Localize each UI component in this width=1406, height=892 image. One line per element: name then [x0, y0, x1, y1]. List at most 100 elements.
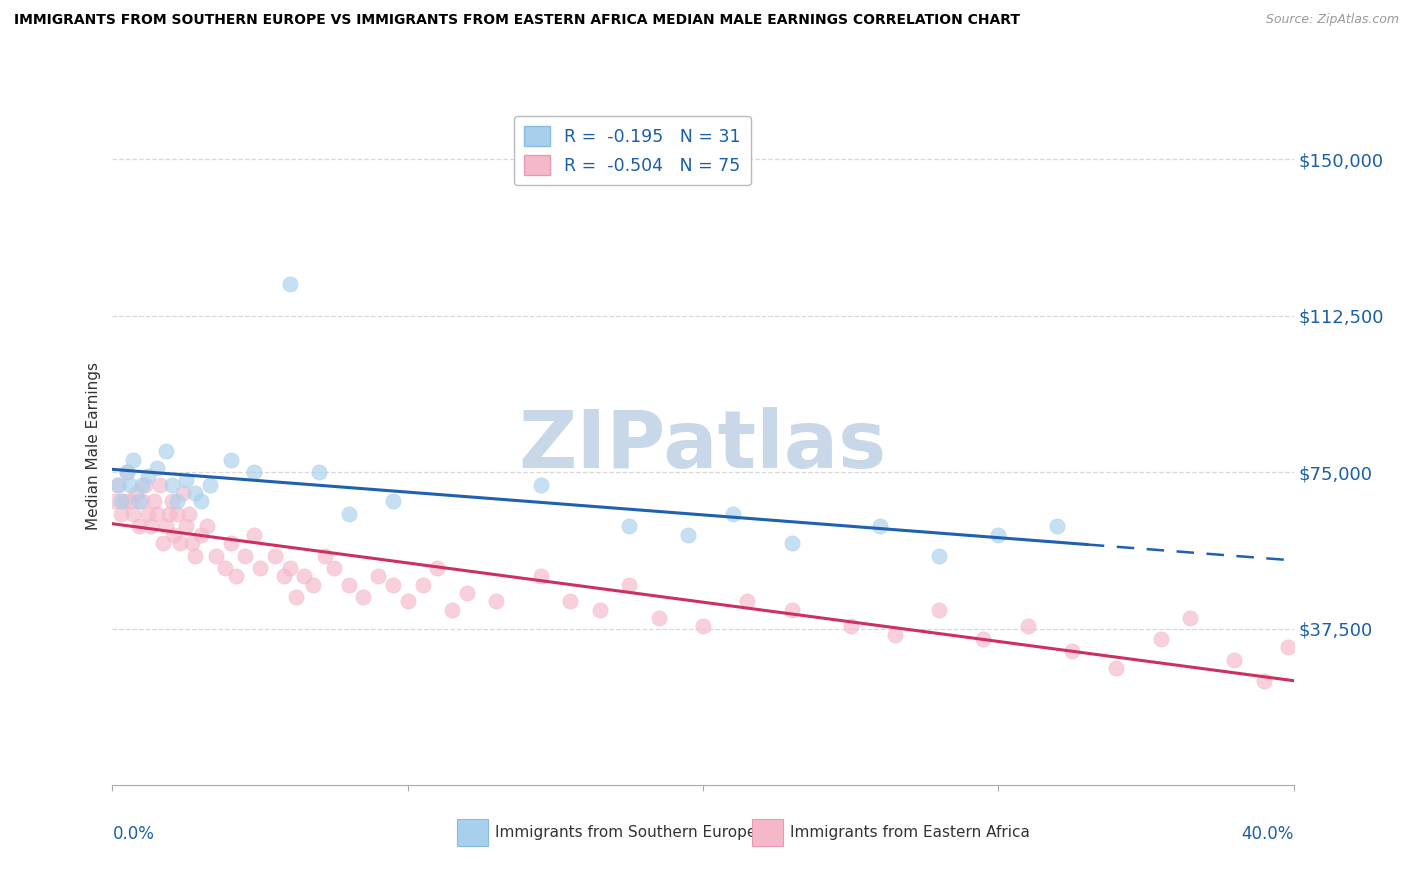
- Point: [184, 549, 207, 563]
- Point: [160, 494, 183, 508]
- Point: [104, 494, 127, 508]
- Point: [529, 569, 551, 583]
- Point: [273, 569, 295, 583]
- Point: [125, 486, 148, 500]
- Point: [110, 507, 132, 521]
- Point: [588, 603, 610, 617]
- Point: [120, 477, 142, 491]
- Point: [157, 507, 180, 521]
- Point: [174, 519, 197, 533]
- Point: [1253, 673, 1275, 688]
- Point: [219, 452, 242, 467]
- Point: [190, 494, 212, 508]
- Point: [352, 591, 374, 605]
- Point: [128, 494, 150, 508]
- Point: [190, 527, 212, 541]
- Point: [107, 477, 129, 491]
- Point: [1178, 611, 1201, 625]
- Point: [142, 494, 165, 508]
- Point: [987, 527, 1010, 541]
- Text: Immigrants from Eastern Africa: Immigrants from Eastern Africa: [790, 825, 1031, 839]
- Text: IMMIGRANTS FROM SOUTHERN EUROPE VS IMMIGRANTS FROM EASTERN AFRICA MEDIAN MALE EA: IMMIGRANTS FROM SOUTHERN EUROPE VS IMMIG…: [14, 13, 1021, 28]
- Point: [184, 486, 207, 500]
- Point: [131, 494, 153, 508]
- Point: [122, 452, 145, 467]
- Point: [128, 519, 150, 533]
- Point: [382, 578, 405, 592]
- Point: [928, 549, 950, 563]
- Point: [1046, 519, 1069, 533]
- Point: [780, 603, 803, 617]
- Point: [149, 477, 172, 491]
- Point: [112, 494, 135, 508]
- Point: [225, 569, 247, 583]
- Point: [284, 591, 307, 605]
- Point: [619, 519, 641, 533]
- Point: [139, 519, 162, 533]
- Point: [195, 519, 218, 533]
- Point: [337, 507, 360, 521]
- Point: [314, 549, 336, 563]
- Point: [411, 578, 433, 592]
- Point: [122, 507, 145, 521]
- Point: [1105, 661, 1128, 675]
- Point: [155, 444, 177, 458]
- Text: Source: ZipAtlas.com: Source: ZipAtlas.com: [1265, 13, 1399, 27]
- Point: [278, 561, 301, 575]
- Point: [647, 611, 671, 625]
- Point: [243, 527, 266, 541]
- Point: [146, 507, 169, 521]
- Point: [107, 477, 129, 491]
- Point: [558, 594, 582, 608]
- Point: [396, 594, 419, 608]
- Point: [205, 549, 228, 563]
- Text: ZIPatlas: ZIPatlas: [519, 407, 887, 485]
- Point: [219, 536, 242, 550]
- Point: [928, 603, 950, 617]
- Point: [155, 519, 177, 533]
- Point: [485, 594, 508, 608]
- Point: [441, 603, 464, 617]
- Point: [146, 461, 169, 475]
- Point: [382, 494, 405, 508]
- Point: [323, 561, 346, 575]
- Point: [529, 477, 551, 491]
- Point: [152, 536, 174, 550]
- Point: [179, 507, 201, 521]
- Point: [884, 628, 907, 642]
- Point: [166, 494, 188, 508]
- Point: [136, 507, 159, 521]
- Point: [869, 519, 891, 533]
- Point: [166, 507, 188, 521]
- Point: [181, 536, 204, 550]
- Point: [721, 507, 744, 521]
- Point: [169, 536, 191, 550]
- Text: 0.0%: 0.0%: [112, 825, 155, 843]
- Point: [337, 578, 360, 592]
- Point: [134, 477, 156, 491]
- Point: [1017, 619, 1039, 633]
- Point: [131, 477, 153, 491]
- Point: [174, 474, 197, 488]
- Point: [737, 594, 759, 608]
- Point: [1277, 640, 1299, 655]
- Point: [973, 632, 995, 646]
- Point: [678, 527, 700, 541]
- Point: [160, 477, 183, 491]
- Point: [780, 536, 803, 550]
- Point: [136, 469, 159, 483]
- Point: [292, 569, 315, 583]
- Point: [249, 561, 271, 575]
- Point: [243, 465, 266, 479]
- Point: [426, 561, 449, 575]
- Point: [172, 486, 194, 500]
- Text: 40.0%: 40.0%: [1241, 825, 1294, 843]
- Point: [1150, 632, 1173, 646]
- Y-axis label: Median Male Earnings: Median Male Earnings: [86, 362, 101, 530]
- Legend: R =  -0.195   N = 31, R =  -0.504   N = 75: R = -0.195 N = 31, R = -0.504 N = 75: [513, 116, 751, 186]
- Point: [692, 619, 714, 633]
- Point: [1223, 653, 1246, 667]
- Point: [619, 578, 641, 592]
- Point: [214, 561, 236, 575]
- Point: [302, 578, 325, 592]
